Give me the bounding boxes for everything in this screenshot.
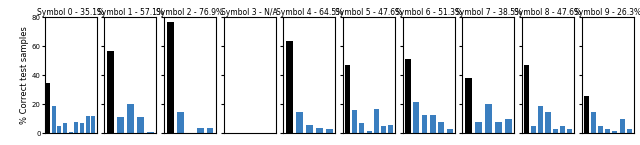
Bar (52, 106, 56, 133)
Bar (107, 51, 114, 133)
Bar (147, 132, 154, 133)
Bar (80, 123, 84, 133)
Bar (620, 119, 625, 133)
Bar (374, 109, 379, 133)
Bar (326, 129, 333, 133)
Title: Symbol 9 - 26.3%: Symbol 9 - 26.3% (574, 8, 640, 17)
Title: Symbol 2 - 76.9%: Symbol 2 - 76.9% (157, 8, 223, 17)
Bar (612, 130, 618, 133)
Bar (475, 122, 482, 133)
Bar (627, 129, 632, 133)
Bar (316, 128, 323, 133)
Bar (127, 104, 134, 133)
Bar (413, 102, 419, 133)
Bar (196, 128, 204, 133)
Bar (560, 126, 565, 133)
Bar (177, 112, 184, 133)
Y-axis label: % Correct test samples: % Correct test samples (20, 26, 29, 124)
Bar (345, 65, 350, 133)
Bar (591, 112, 596, 133)
Title: Symbol 0 - 35.1%: Symbol 0 - 35.1% (37, 8, 104, 17)
Title: Symbol 1 - 57.1%: Symbol 1 - 57.1% (97, 8, 164, 17)
Bar (531, 126, 536, 133)
Bar (388, 125, 393, 133)
Bar (58, 126, 61, 133)
Bar (505, 119, 512, 133)
Bar (584, 96, 589, 133)
Bar (359, 123, 364, 133)
Bar (545, 112, 550, 133)
Bar (286, 41, 293, 133)
Bar (63, 123, 67, 133)
Bar (447, 129, 452, 133)
Title: Symbol 4 - 64.5%: Symbol 4 - 64.5% (276, 8, 343, 17)
Bar (306, 125, 313, 133)
Bar (405, 59, 411, 133)
Title: Symbol 3 - N/A: Symbol 3 - N/A (221, 8, 278, 17)
Bar (367, 130, 372, 133)
Bar (553, 129, 557, 133)
Bar (465, 78, 472, 133)
Bar (430, 115, 436, 133)
Bar (598, 126, 603, 133)
Bar (117, 117, 124, 133)
Bar (86, 116, 90, 133)
Title: Symbol 6 - 51.3%: Symbol 6 - 51.3% (395, 8, 462, 17)
Bar (485, 104, 492, 133)
Bar (567, 129, 572, 133)
Bar (74, 122, 78, 133)
Title: Symbol 7 - 38.5%: Symbol 7 - 38.5% (455, 8, 522, 17)
Bar (352, 110, 357, 133)
Bar (92, 116, 95, 133)
Bar (166, 22, 173, 133)
Bar (524, 65, 529, 133)
Bar (207, 128, 214, 133)
Bar (381, 126, 386, 133)
Bar (495, 122, 502, 133)
Bar (438, 122, 444, 133)
Bar (137, 117, 144, 133)
Bar (538, 106, 543, 133)
Bar (296, 112, 303, 133)
Bar (605, 129, 610, 133)
Bar (46, 83, 50, 133)
Title: Symbol 5 - 47.6%: Symbol 5 - 47.6% (335, 8, 403, 17)
Bar (68, 132, 73, 133)
Bar (422, 115, 428, 133)
Title: Symbol 8 - 47.6%: Symbol 8 - 47.6% (515, 8, 582, 17)
